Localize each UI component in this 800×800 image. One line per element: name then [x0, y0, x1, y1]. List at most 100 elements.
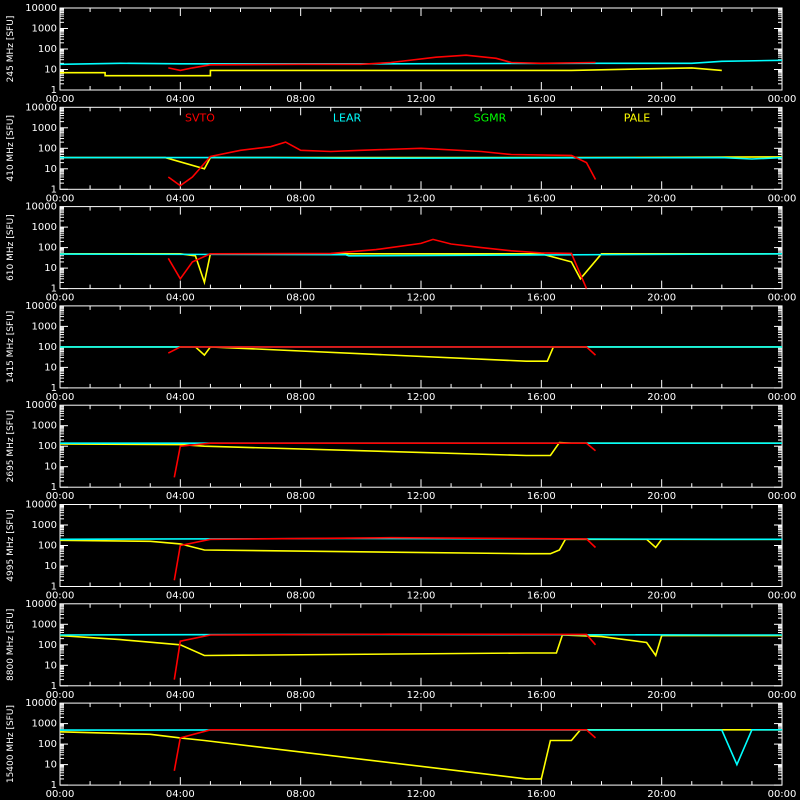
y-tick-label: 1 — [51, 383, 57, 394]
y-tick-label: 100 — [38, 342, 57, 353]
x-tick-label: 20:00 — [647, 94, 676, 105]
series-line-svto — [173, 728, 597, 771]
x-tick-label: 16:00 — [527, 193, 556, 204]
x-tick-label: 20:00 — [647, 392, 676, 403]
series-line-pale — [59, 634, 782, 658]
x-tick-label: 12:00 — [407, 392, 436, 403]
y-tick-label: 10 — [44, 263, 57, 274]
y-tick-label: 10000 — [25, 102, 57, 113]
y-axis-label: 610 MHz [SFU] — [6, 214, 16, 281]
series-line-svto — [167, 346, 597, 356]
y-tick-label: 10 — [44, 65, 57, 76]
x-tick-label: 12:00 — [407, 591, 436, 602]
panel-5: 1 10 100 1000 10000 00:00 04:00 08:00 12:00 16:00… — [6, 500, 796, 602]
x-tick-label: 00:00 — [46, 392, 75, 403]
y-tick-label: 100 — [38, 640, 57, 651]
y-tick-label: 1000 — [32, 719, 57, 730]
y-tick-label: 1 — [51, 780, 57, 791]
panel-frame — [59, 206, 783, 290]
series-line-svto — [173, 633, 597, 680]
x-tick-label: 04:00 — [166, 293, 195, 304]
x-tick-label: 08:00 — [286, 591, 315, 602]
y-tick-label: 1000 — [32, 321, 57, 332]
y-tick-label: 1000 — [32, 421, 57, 432]
series-line-pale — [59, 538, 782, 555]
series-line-svto — [167, 141, 597, 187]
x-tick-label: 00:00 — [46, 193, 75, 204]
x-tick-label: 00:00 — [768, 392, 797, 403]
series-line-pale — [60, 67, 722, 77]
x-tick-label: 12:00 — [407, 789, 436, 800]
y-tick-label: 1000 — [32, 24, 57, 35]
x-tick-label: 04:00 — [166, 690, 195, 701]
x-tick-label: 16:00 — [527, 789, 556, 800]
panel-1: 1 10 100 1000 10000 00:00 04:00 08:00 12:00 16:00… — [6, 102, 796, 204]
x-tick-label: 16:00 — [527, 94, 556, 105]
series-line-pale — [59, 441, 782, 457]
x-tick-label: 00:00 — [46, 491, 75, 502]
x-tick-label: 08:00 — [286, 392, 315, 403]
x-tick-label: 00:00 — [768, 690, 797, 701]
panel-0: 1 10 100 1000 10000 00:00 04:00 08:00 12:00 16:00… — [6, 3, 796, 105]
x-tick-label: 00:00 — [768, 193, 797, 204]
panel-frame — [59, 7, 783, 91]
y-tick-label: 1 — [51, 284, 57, 295]
y-tick-label: 10 — [44, 660, 57, 671]
x-tick-label: 12:00 — [407, 193, 436, 204]
y-tick-label: 10000 — [25, 400, 57, 411]
x-tick-label: 04:00 — [166, 193, 195, 204]
x-tick-label: 12:00 — [407, 491, 436, 502]
x-tick-label: 04:00 — [166, 591, 195, 602]
series-line-svto — [173, 442, 597, 478]
panel-frame — [59, 404, 783, 488]
legend-entry-lear: LEAR — [333, 111, 362, 124]
x-tick-label: 08:00 — [286, 491, 315, 502]
y-tick-label: 1000 — [32, 222, 57, 233]
x-tick-label: 20:00 — [647, 789, 676, 800]
y-tick-label: 10000 — [25, 500, 57, 511]
y-tick-label: 10 — [44, 462, 57, 473]
y-tick-label: 1 — [51, 681, 57, 692]
x-tick-label: 12:00 — [407, 690, 436, 701]
y-axis-label: 8800 MHz [SFU] — [6, 609, 16, 681]
x-tick-label: 04:00 — [166, 491, 195, 502]
y-axis-label: 2695 MHz [SFU] — [6, 410, 16, 482]
panel-6: 1 10 100 1000 10000 00:00 04:00 08:00 12:00 16:00… — [6, 599, 796, 701]
x-tick-label: 08:00 — [286, 293, 315, 304]
x-tick-label: 00:00 — [768, 94, 797, 105]
legend-entry-pale: PALE — [624, 111, 651, 124]
y-tick-label: 1000 — [32, 123, 57, 134]
x-tick-label: 00:00 — [768, 789, 797, 800]
y-axis-label: 4995 MHz [SFU] — [6, 509, 16, 581]
series-line-lear — [59, 59, 783, 66]
y-tick-label: 100 — [38, 739, 57, 750]
x-tick-label: 04:00 — [166, 789, 195, 800]
y-tick-label: 1 — [51, 582, 57, 593]
y-tick-label: 100 — [38, 441, 57, 452]
y-axis-label: 15400 MHz [SFU] — [6, 705, 16, 783]
series-line-pale — [59, 728, 782, 780]
y-axis-label: 1415 MHz [SFU] — [6, 311, 16, 383]
series-line-svto — [173, 536, 597, 581]
y-tick-label: 10000 — [25, 698, 57, 709]
x-tick-label: 20:00 — [647, 591, 676, 602]
x-tick-label: 00:00 — [46, 591, 75, 602]
y-tick-label: 10 — [44, 561, 57, 572]
series-line-pale — [60, 346, 782, 363]
y-tick-label: 10000 — [25, 202, 57, 213]
y-tick-label: 10 — [44, 164, 57, 175]
x-tick-label: 16:00 — [527, 491, 556, 502]
x-tick-label: 20:00 — [647, 193, 676, 204]
legend-entry-sgmr: SGMR — [474, 111, 507, 124]
series-line-pale — [60, 253, 782, 286]
x-tick-label: 16:00 — [527, 293, 556, 304]
y-tick-label: 100 — [38, 541, 57, 552]
series-line-lear — [60, 156, 783, 160]
y-axis-label: 410 MHz [SFU] — [6, 115, 16, 182]
panel-3: 1 10 100 1000 10000 00:00 04:00 08:00 12:00 16:00… — [6, 301, 796, 403]
panel-frame — [59, 702, 783, 786]
x-tick-label: 00:00 — [768, 591, 797, 602]
y-tick-label: 10 — [44, 760, 57, 771]
x-tick-label: 20:00 — [647, 491, 676, 502]
y-tick-label: 1 — [51, 482, 57, 493]
